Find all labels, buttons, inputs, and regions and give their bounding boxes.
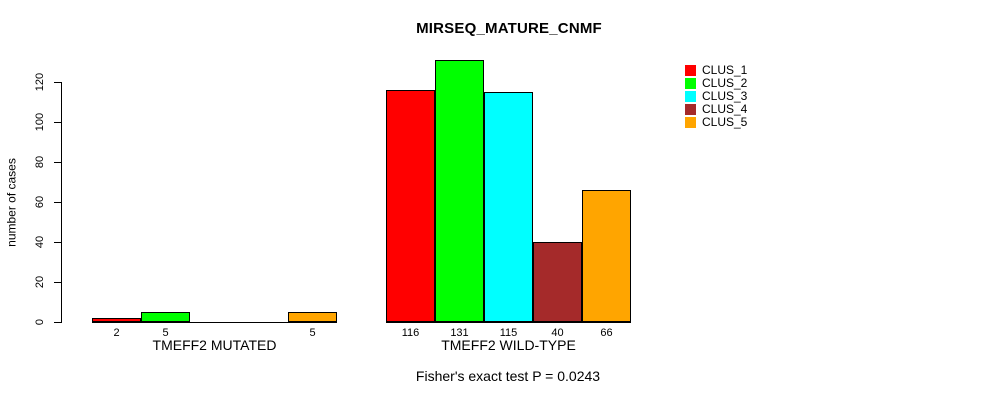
bar-clus_2 xyxy=(141,312,190,322)
bar-value-label: 5 xyxy=(162,327,169,339)
y-tick-label: 100 xyxy=(34,112,46,132)
group-label: TMEFF2 WILD-TYPE xyxy=(441,337,576,353)
group-baseline xyxy=(92,322,337,323)
bar-value-label: 116 xyxy=(401,327,420,339)
legend-row: CLUS_1 xyxy=(685,64,747,77)
bar-clus_4 xyxy=(533,242,582,322)
y-tick-label: 80 xyxy=(34,155,46,169)
legend-swatch-clus_1 xyxy=(685,65,696,76)
legend-swatch-clus_4 xyxy=(685,104,696,115)
bar-clus_2 xyxy=(435,60,484,322)
y-tick xyxy=(54,82,61,83)
y-tick-label: 0 xyxy=(34,318,46,326)
bar-value-label: 40 xyxy=(551,327,564,339)
legend-row: CLUS_2 xyxy=(685,77,747,90)
y-tick xyxy=(54,122,61,123)
legend-label: CLUS_3 xyxy=(702,89,748,103)
legend-label: CLUS_5 xyxy=(702,115,748,129)
legend-swatch-clus_3 xyxy=(685,91,696,102)
y-axis-line xyxy=(61,82,62,323)
y-tick xyxy=(54,322,61,323)
bar-value-label: 66 xyxy=(600,327,613,339)
y-axis-label: number of cases xyxy=(4,158,18,247)
legend-label: CLUS_2 xyxy=(702,76,748,90)
group-baseline xyxy=(386,322,631,323)
bar-clus_5 xyxy=(288,312,337,322)
legend-swatch-clus_5 xyxy=(685,117,696,128)
bar-clus_1 xyxy=(386,90,435,322)
fisher-test-annotation: Fisher's exact test P = 0.0243 xyxy=(415,368,601,384)
legend-row: CLUS_4 xyxy=(685,103,747,116)
y-tick xyxy=(54,282,61,283)
y-tick-label: 40 xyxy=(34,235,46,249)
bar-clus_1 xyxy=(92,318,141,322)
bar-value-label: 5 xyxy=(309,327,316,339)
y-tick xyxy=(54,162,61,163)
y-tick-label: 20 xyxy=(34,275,46,289)
legend-label: CLUS_4 xyxy=(702,102,748,116)
group-label: TMEFF2 MUTATED xyxy=(152,337,277,353)
bar-value-label: 115 xyxy=(499,327,518,339)
bar-value-label: 131 xyxy=(450,327,469,339)
bar-value-label: 2 xyxy=(113,327,120,339)
bar-clus_3 xyxy=(484,92,533,322)
bar-clus_5 xyxy=(582,190,631,322)
legend-label: CLUS_1 xyxy=(702,63,748,77)
y-tick xyxy=(54,242,61,243)
chart-title: MIRSEQ_MATURE_CNMF xyxy=(416,20,602,37)
y-tick xyxy=(54,202,61,203)
legend-row: CLUS_5 xyxy=(685,116,747,129)
legend-swatch-clus_2 xyxy=(685,78,696,89)
legend-row: CLUS_3 xyxy=(685,90,747,103)
y-tick-label: 120 xyxy=(34,72,46,92)
y-tick-label: 60 xyxy=(34,195,46,209)
legend: CLUS_1 CLUS_2 CLUS_3 CLUS_4 CLUS_5 xyxy=(685,64,747,129)
